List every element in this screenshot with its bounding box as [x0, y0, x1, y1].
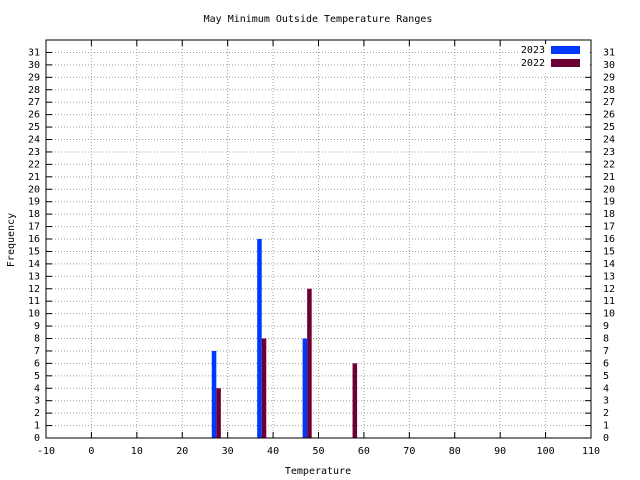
marks: [211, 239, 358, 438]
y2-tick-label: 7: [603, 346, 609, 357]
legend-label: 2022: [521, 58, 545, 69]
x-tick-label: 80: [449, 446, 461, 457]
y-tick-label: 31: [28, 47, 40, 58]
x-tick-label: 30: [222, 446, 234, 457]
bar: [307, 288, 312, 438]
legend-swatch: [551, 46, 580, 54]
y2-tick-label: 30: [603, 60, 615, 71]
y-tick-label: 25: [28, 122, 40, 133]
y2-tick-label: 14: [603, 259, 615, 270]
x-tick-label: 0: [88, 446, 94, 457]
x-tick-label: 40: [267, 446, 279, 457]
y-tick-label: 7: [34, 346, 40, 357]
y-tick-label: 30: [28, 60, 40, 71]
y2-tick-label: 1: [603, 421, 609, 432]
y2-tick-label: 23: [603, 147, 615, 158]
bar: [211, 350, 217, 438]
y-tick-label: 18: [28, 209, 40, 220]
x-tick-label: 110: [582, 446, 600, 457]
y-tick-label: 28: [28, 85, 40, 96]
y2-tick-label: 10: [603, 309, 615, 320]
chart-title: May Minimum Outside Temperature Ranges: [204, 14, 433, 25]
y2-tick-label: 28: [603, 85, 615, 96]
y-tick-label: 29: [28, 72, 40, 83]
y2-tick-label: 0: [603, 433, 609, 444]
y2-tick-label: 11: [603, 296, 615, 307]
y2-tick-label: 4: [603, 383, 609, 394]
y-tick-label: 5: [34, 371, 40, 382]
y2-tick-label: 13: [603, 271, 615, 282]
x-tick-label: 90: [494, 446, 506, 457]
y-axis-label: Frequency: [6, 213, 17, 267]
x-tick-label: -10: [37, 446, 55, 457]
y2-tick-label: 27: [603, 97, 615, 108]
y-tick-label: 12: [28, 284, 40, 295]
y-tick-label: 15: [28, 246, 40, 257]
y2-tick-label: 6: [603, 358, 609, 369]
y2-tick-label: 24: [603, 135, 615, 146]
plot-border: [45, 39, 592, 439]
y2-tick-label: 12: [603, 284, 615, 295]
y2-tick-label: 3: [603, 396, 609, 407]
y-tick-label: 20: [28, 184, 40, 195]
y-tick-label: 17: [28, 222, 40, 233]
y-tick-label: 0: [34, 433, 40, 444]
y-tick-label: 9: [34, 321, 40, 332]
y2-tick-label: 29: [603, 72, 615, 83]
x-tick-label: 70: [403, 446, 415, 457]
y-tick-label: 8: [34, 334, 40, 345]
bar: [216, 388, 221, 438]
x-tick-label: 20: [176, 446, 188, 457]
y-tick-label: 2: [34, 408, 40, 419]
x-tick-label: 10: [131, 446, 143, 457]
x-tick-label: 60: [358, 446, 370, 457]
y2-tick-label: 31: [603, 47, 615, 58]
y-tick-label: 24: [28, 135, 40, 146]
legend: 2023 2022: [519, 44, 590, 72]
y2-tick-label: 5: [603, 371, 609, 382]
bar: [352, 363, 358, 438]
y2-tick-label: 22: [603, 159, 615, 170]
y2-tick-label: 2: [603, 408, 609, 419]
y-tick-label: 11: [28, 296, 40, 307]
y2-tick-label: 20: [603, 184, 615, 195]
y-tick-label: 16: [28, 234, 40, 245]
y-tick-label: 1: [34, 421, 40, 432]
y-tick-label: 23: [28, 147, 40, 158]
y-tick-label: 13: [28, 271, 40, 282]
y2-tick-label: 15: [603, 246, 615, 257]
bar: [257, 239, 262, 438]
y2-tick-label: 25: [603, 122, 615, 133]
x-axis-label: Temperature: [285, 466, 351, 477]
y-tick-label: 19: [28, 197, 40, 208]
y-tick-label: 27: [28, 97, 40, 108]
y2-tick-label: 21: [603, 172, 615, 183]
y2-tick-label: 19: [603, 197, 615, 208]
y2-tick-label: 9: [603, 321, 609, 332]
y-tick-label: 6: [34, 358, 40, 369]
bar: [261, 338, 267, 438]
y-tick-label: 26: [28, 110, 40, 121]
y-tick-label: 3: [34, 396, 40, 407]
y-tick-label: 21: [28, 172, 40, 183]
y2-tick-label: 8: [603, 334, 609, 345]
y-tick-label: 22: [28, 159, 40, 170]
bar: [302, 338, 308, 438]
x-tick-label: 100: [537, 446, 555, 457]
legend-label: 2023: [521, 45, 545, 56]
legend-swatch: [551, 59, 580, 67]
y2-tick-label: 18: [603, 209, 615, 220]
y2-tick-label: 17: [603, 222, 615, 233]
y-tick-label: 14: [28, 259, 40, 270]
y-tick-label: 4: [34, 383, 40, 394]
x-tick-label: 50: [312, 446, 324, 457]
y2-tick-label: 16: [603, 234, 615, 245]
y2-tick-label: 26: [603, 110, 615, 121]
y-tick-label: 10: [28, 309, 40, 320]
